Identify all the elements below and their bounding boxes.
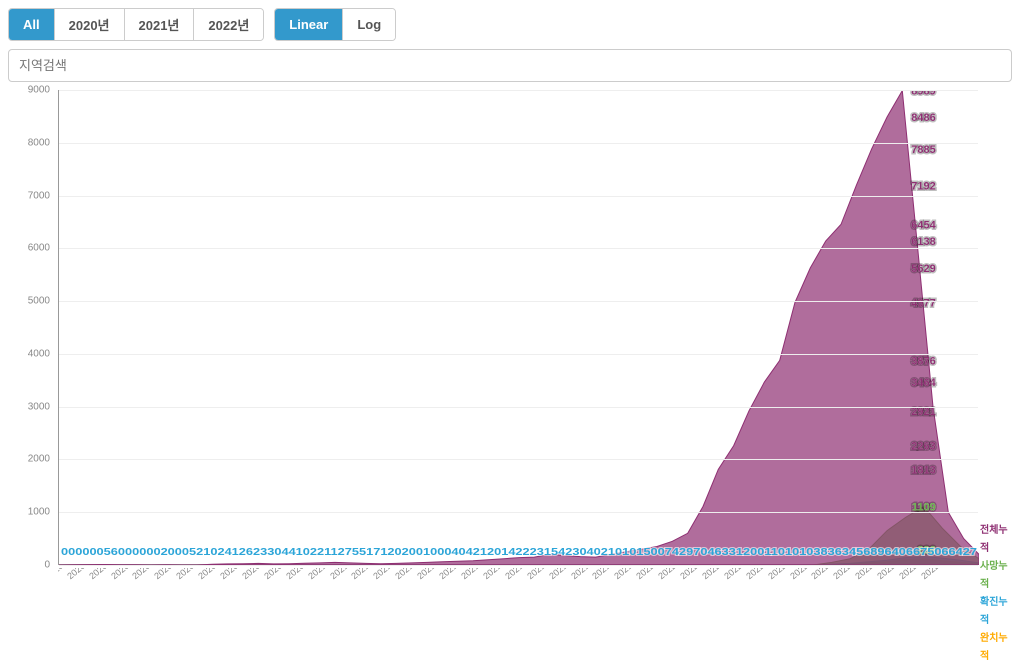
y-tick: 7000 (28, 190, 50, 201)
peak-label: 6138 (911, 236, 935, 248)
gridline (59, 248, 978, 249)
gridline (59, 565, 978, 566)
gridline (59, 407, 978, 408)
y-tick: 3000 (28, 401, 50, 412)
y-tick: 5000 (28, 296, 50, 307)
gridline (59, 512, 978, 513)
y-tick: 4000 (28, 348, 50, 359)
gridline (59, 301, 978, 302)
y-tick: 6000 (28, 243, 50, 254)
peak-label: 5629 (911, 263, 935, 275)
legend-item-사망누적[interactable]: 사망누적 (980, 558, 1008, 594)
gridline (59, 143, 978, 144)
legend-item-전체누적[interactable]: 전체누적 (980, 522, 1008, 558)
peak-label: 3876 (911, 355, 935, 367)
gridline (59, 196, 978, 197)
toolbar: All2020년2021년2022년 LinearLog (8, 8, 1012, 41)
plot-area: 8989898984868486788578857192719264546454… (58, 90, 978, 565)
legend-item-확진누적[interactable]: 확진누적 (980, 594, 1008, 630)
time-filter-2020[interactable]: 2020년 (55, 9, 125, 40)
region-search-input[interactable] (8, 49, 1012, 82)
y-tick: 2000 (28, 454, 50, 465)
time-filter-2021[interactable]: 2021년 (125, 9, 195, 40)
peak-label: 8989 (911, 90, 935, 98)
peak-label: 7885 (911, 144, 935, 156)
peak-label: 1813 (911, 464, 935, 476)
gridline (59, 459, 978, 460)
x-axis: 2020년1월210일2020년2월150일2020년3월110일2020년4월… (58, 568, 978, 648)
x-tick: 2022년12월60일 (918, 568, 976, 582)
baseline-value-band: 0000005600000020005210241262330441022112… (61, 547, 978, 558)
y-axis: 0100020003000400050006000700080009000 (8, 90, 56, 565)
scale-group: LinearLog (274, 8, 396, 41)
time-filter-2022[interactable]: 2022년 (194, 9, 263, 40)
gridline (59, 354, 978, 355)
peak-label: 4977 (911, 297, 935, 309)
gridline (59, 90, 978, 91)
peak-label: 6454 (911, 219, 936, 231)
peak-label: 3464 (911, 377, 936, 389)
peak-label: 2263 (911, 441, 935, 453)
scale-log[interactable]: Log (343, 9, 395, 40)
legend: 전체누적사망누적확진누적완치누적 (980, 522, 1008, 666)
legend-item-완치누적[interactable]: 완치누적 (980, 630, 1008, 666)
chart: 0100020003000400050006000700080009000 89… (8, 90, 1008, 650)
scale-linear[interactable]: Linear (275, 9, 343, 40)
y-tick: 0 (44, 560, 50, 571)
peak-label: 7192 (911, 180, 935, 192)
series-전체누적 (59, 91, 979, 565)
y-tick: 9000 (28, 85, 50, 96)
plot-svg: 8989898984868486788578857192719264546454… (59, 90, 979, 565)
time-filter-all[interactable]: All (9, 9, 55, 40)
y-tick: 8000 (28, 137, 50, 148)
y-tick: 1000 (28, 507, 50, 518)
peak-label: 8486 (911, 112, 935, 124)
time-filter-group: All2020년2021년2022년 (8, 8, 264, 41)
